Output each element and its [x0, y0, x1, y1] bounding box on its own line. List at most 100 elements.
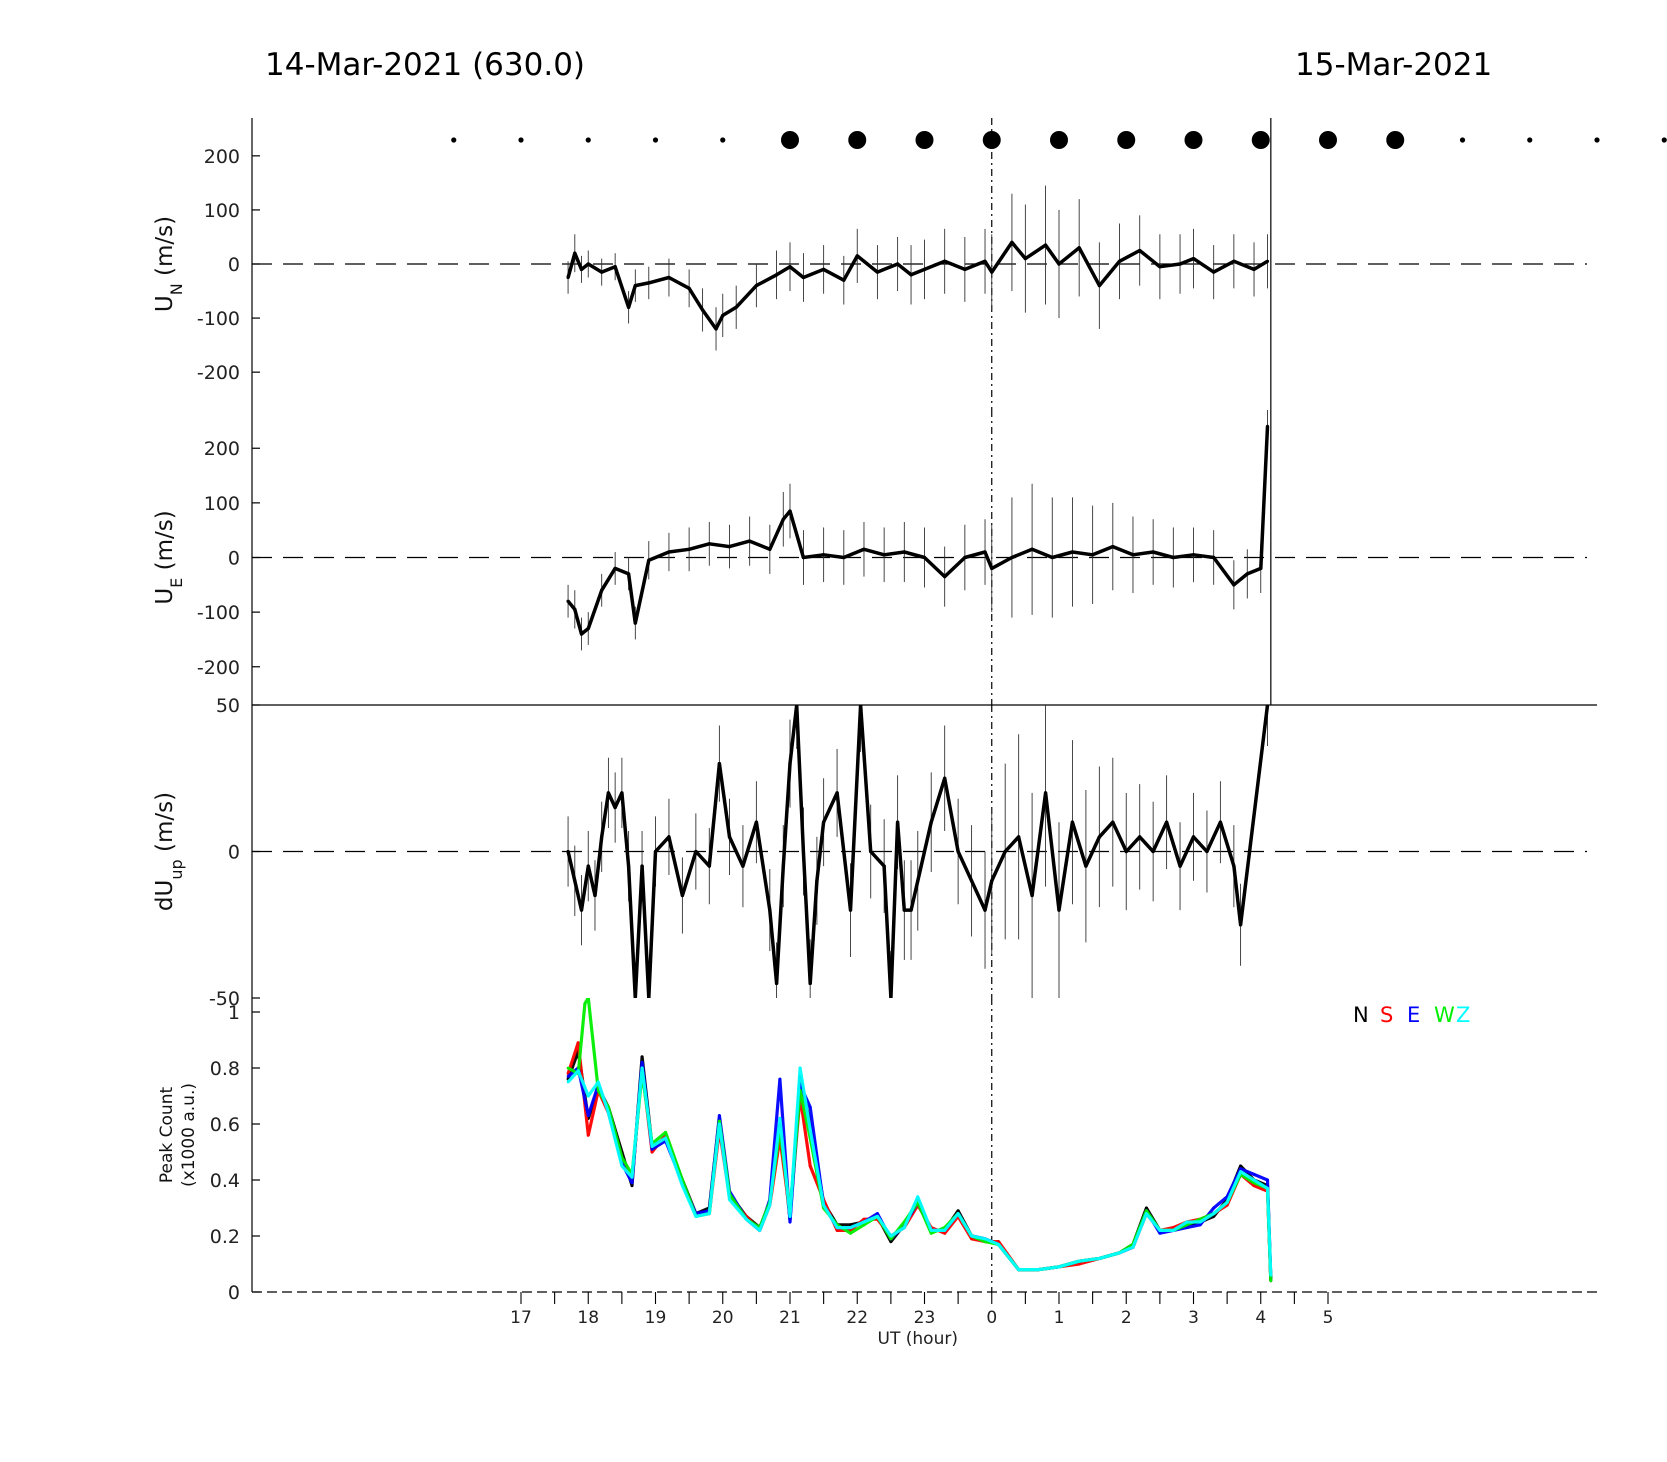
data-point-Z	[694, 1215, 698, 1218]
y-axis-label: UE (m/s)	[152, 510, 186, 604]
data-point	[1151, 550, 1155, 554]
data-point	[1097, 284, 1101, 288]
data-point-W	[566, 1066, 570, 1070]
data-point	[566, 599, 570, 603]
data-point-W	[586, 998, 590, 1000]
data-point	[586, 626, 590, 631]
data-point-E	[788, 1220, 792, 1224]
x-tick-label: 5	[1323, 1308, 1334, 1328]
data-point-Z	[1252, 1178, 1256, 1182]
data-point-W	[664, 1131, 667, 1134]
data-point-Z	[1131, 1245, 1135, 1249]
data-point-W	[583, 1002, 587, 1005]
x-tick-label: 2	[1121, 1308, 1132, 1328]
data-point-Z	[707, 1212, 711, 1215]
legend-Z: Z	[1456, 1003, 1470, 1027]
data-point	[727, 544, 732, 549]
data-point-Z	[943, 1229, 947, 1232]
data-point	[788, 509, 792, 513]
data-point	[1084, 864, 1088, 868]
data-point-E	[1239, 1167, 1242, 1171]
data-point-Z	[1266, 1187, 1269, 1190]
data-point	[707, 864, 711, 868]
data-point	[748, 539, 752, 543]
moon-marker	[1386, 131, 1405, 149]
x-tick-label: 18	[577, 1308, 599, 1328]
data-point-Z	[717, 1122, 721, 1126]
plot-area	[566, 705, 1270, 998]
panel-UN: 200 100 0 -100 -200 UN (m/s)	[152, 118, 1587, 410]
data-point	[1252, 267, 1256, 272]
y-tick-label: 0	[228, 1282, 240, 1304]
data-point-N	[640, 1055, 644, 1059]
data-point-E	[717, 1114, 721, 1117]
data-point-Z	[798, 1066, 802, 1070]
x-tick-label: 19	[645, 1308, 667, 1328]
data-point	[902, 550, 906, 554]
data-point-Z	[1097, 1257, 1101, 1260]
data-point	[1030, 547, 1034, 551]
data-point	[990, 879, 994, 883]
data-point	[848, 908, 853, 912]
y-tick-label: 0.6	[210, 1114, 240, 1136]
y-tick-label: 50	[216, 695, 240, 717]
data-point-E	[1158, 1231, 1162, 1235]
data-point-E	[566, 1075, 570, 1078]
data-point	[627, 305, 631, 309]
data-point	[801, 275, 806, 280]
data-point	[1070, 820, 1075, 824]
moon-marker	[781, 131, 799, 149]
data-point-Z	[1118, 1251, 1121, 1255]
data-point	[694, 849, 698, 854]
data-point-Z	[876, 1215, 879, 1218]
data-point-Z	[1171, 1229, 1175, 1232]
data-point	[1017, 835, 1021, 839]
x-axis-label: UT (hour)	[878, 1329, 958, 1349]
data-point	[768, 547, 772, 551]
data-point	[859, 705, 863, 707]
data-point	[1238, 923, 1243, 927]
data-point	[922, 555, 927, 560]
data-point	[963, 267, 967, 272]
data-point	[1191, 553, 1196, 557]
x-tick-label: 23	[914, 1308, 936, 1328]
data-point	[1077, 246, 1081, 250]
data-point	[613, 805, 617, 810]
moon-marker	[652, 137, 659, 143]
left-title: 14-Mar-2021 (630.0)	[265, 47, 585, 83]
data-point	[1178, 262, 1182, 266]
data-point-W	[929, 1231, 933, 1235]
data-point	[1057, 908, 1061, 912]
data-point	[902, 908, 906, 912]
data-point-W	[889, 1237, 893, 1241]
plot-area	[566, 410, 1270, 651]
y-tick-label: 0.4	[210, 1170, 240, 1192]
data-point	[781, 864, 785, 868]
data-point	[795, 705, 799, 707]
moon-marker-layer	[451, 131, 1667, 149]
data-point	[613, 265, 617, 269]
data-point	[579, 908, 584, 912]
data-point-W	[717, 1119, 721, 1123]
data-point	[1178, 864, 1182, 868]
data-point	[727, 835, 732, 839]
data-point	[916, 879, 920, 883]
data-point-Z	[1037, 1268, 1041, 1271]
data-point-Z	[956, 1212, 960, 1215]
data-point-Z	[835, 1226, 839, 1229]
data-point	[889, 996, 893, 998]
data-point-Z	[744, 1217, 748, 1221]
panel-dUup: 50 0 -50 dUup (m/s)	[152, 695, 1597, 1010]
data-point	[627, 572, 631, 576]
data-point	[680, 893, 685, 898]
data-point-N	[849, 1223, 852, 1227]
data-point	[922, 267, 927, 272]
data-point	[990, 566, 994, 571]
data-point-S	[650, 1150, 654, 1154]
data-point-Z	[808, 1128, 812, 1131]
data-point	[896, 820, 900, 824]
data-point	[909, 273, 913, 277]
data-point-Z	[1057, 1265, 1061, 1269]
data-point-W	[596, 1089, 600, 1092]
